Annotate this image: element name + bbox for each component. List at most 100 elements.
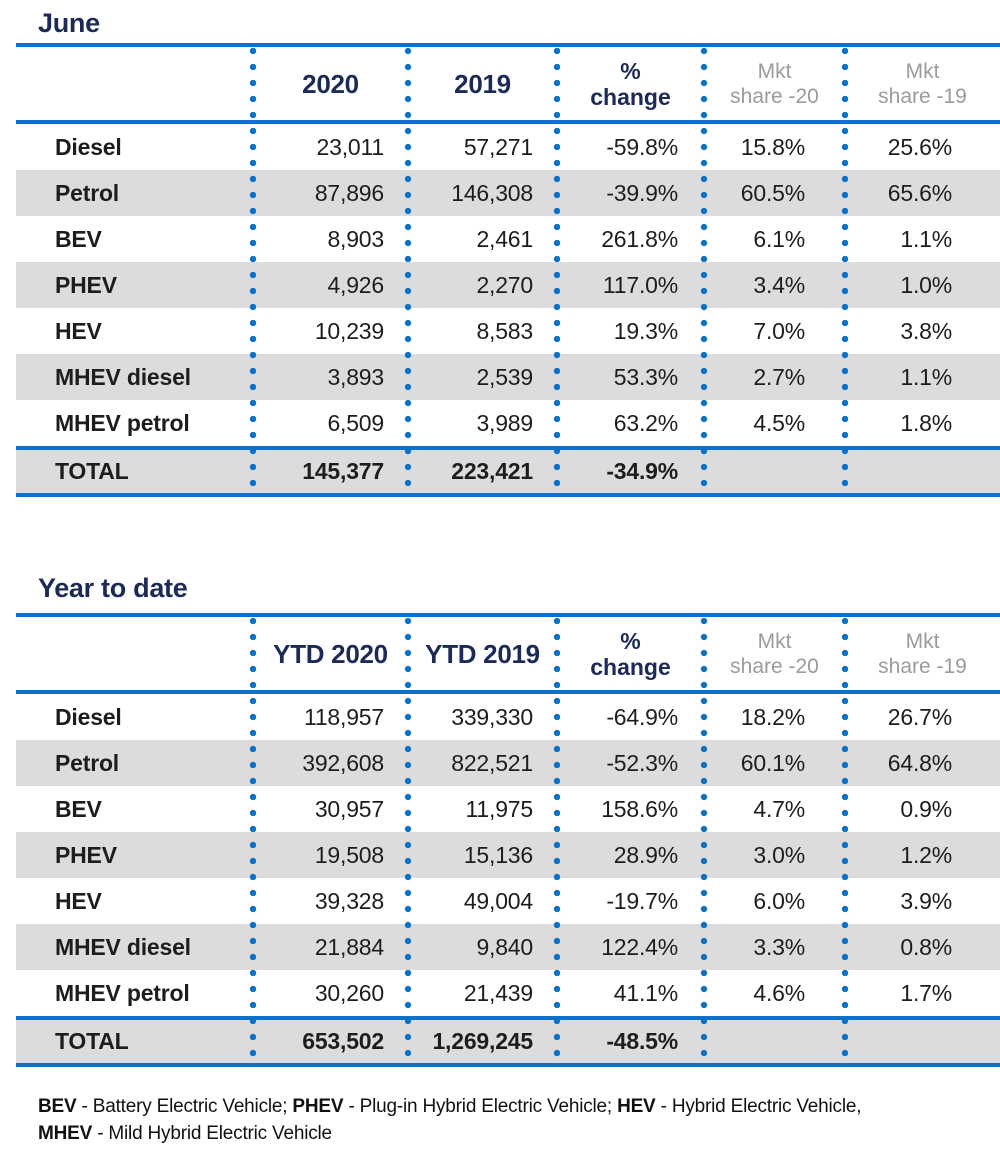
cell-pct-change: 41.1% (613, 979, 678, 1006)
cell-2019: 2,270 (476, 271, 533, 298)
row-bev: BEV 8,903 2,461 261.8% 6.1% 1.1% (16, 216, 1000, 262)
cell-ytd-2019: 21,439 (463, 979, 533, 1006)
row-petrol: Petrol 87,896 146,308 -39.9% 60.5% 65.6% (16, 170, 1000, 216)
cell-label: MHEV diesel (55, 933, 191, 960)
cell-label: MHEV petrol (55, 409, 190, 436)
row-hev: HEV 39,328 49,004 -19.7% 6.0% 3.9% (16, 878, 1000, 924)
cell-mkt-share-20: 7.0% (753, 317, 805, 344)
cell-label: Diesel (55, 703, 122, 730)
table-rule-top (16, 613, 1000, 617)
cell-mkt-share-20: 4.6% (753, 979, 805, 1006)
footnote-def-hev: - Hybrid Electric Vehicle, (655, 1096, 862, 1117)
cell-label: PHEV (55, 271, 117, 298)
col-header-mkt-share-20: Mkt share -20 (730, 629, 819, 678)
cell-ytd-2019: 339,330 (451, 703, 533, 730)
cell-mkt-share-19: 1.0% (900, 271, 952, 298)
cell-2019: 8,583 (476, 317, 533, 344)
footnote-term-hev: HEV (617, 1096, 656, 1117)
cell-mkt-share-19: 1.2% (900, 841, 952, 868)
cell-mkt-share-19: 1.1% (900, 225, 952, 252)
cell-pct-change: 158.6% (601, 795, 678, 822)
table-rule-top (16, 43, 1000, 47)
row-phev: PHEV 4,926 2,270 117.0% 3.4% 1.0% (16, 262, 1000, 308)
cell-mkt-share-20: 15.8% (740, 133, 805, 160)
cell-mkt-share-19: 0.8% (900, 933, 952, 960)
footnote-def-phev: - Plug-in Hybrid Electric Vehicle; (343, 1096, 618, 1117)
footnote-def-bev: - Battery Electric Vehicle; (76, 1096, 293, 1117)
june-title: June (38, 8, 100, 38)
cell-ytd-2019: 15,136 (463, 841, 533, 868)
table-rule-bottom (16, 1063, 1000, 1067)
cell-pct-change: 53.3% (613, 363, 678, 390)
cell-mkt-share-20: 3.4% (753, 271, 805, 298)
footnote-term-phev: PHEV (292, 1096, 344, 1117)
june-section: June 2020 2019 % change Mkt share -20 Mk… (0, 8, 1000, 497)
cell-mkt-share-19: 65.6% (887, 179, 952, 206)
row-petrol: Petrol 392,608 822,521 -52.3% 60.1% 64.8… (16, 740, 1000, 786)
cell-ytd-2019: 11,975 (465, 795, 534, 822)
cell-2019: 2,461 (476, 225, 533, 252)
cell-mkt-share-19: 26.7% (887, 703, 952, 730)
cell-label: Petrol (55, 179, 119, 206)
cell-label: Diesel (55, 133, 122, 160)
header-row: 2020 2019 % change Mkt share -20 Mkt sha… (16, 47, 1000, 120)
cell-2020: 6,509 (327, 409, 384, 436)
footnote-term-bev: BEV (38, 1096, 77, 1117)
table-rule-total (16, 446, 1000, 450)
cell-mkt-share-19: 3.8% (900, 317, 952, 344)
abbreviation-footnote: BEV - Battery Electric Vehicle; PHEV - P… (38, 1093, 962, 1147)
col-header-pct-change: % change (590, 627, 671, 680)
cell-label: TOTAL (55, 1028, 129, 1054)
cell-label: MHEV petrol (55, 979, 190, 1006)
cell-ytd-2019: 1,269,245 (432, 1028, 533, 1054)
cell-pct-change: 19.3% (613, 317, 678, 344)
ytd-table: YTD 2020 YTD 2019 % change Mkt share -20… (16, 613, 1000, 1067)
cell-ytd-2020: 19,508 (314, 841, 384, 868)
cell-pct-change: 261.8% (601, 225, 678, 252)
cell-2020: 3,893 (327, 363, 384, 390)
cell-mkt-share-19: 3.9% (900, 887, 952, 914)
cell-mkt-share-19: 1.7% (900, 979, 952, 1006)
cell-pct-change: -48.5% (606, 1028, 678, 1054)
cell-pct-change: -59.8% (606, 133, 678, 160)
row-total: TOTAL 145,377 223,421 -34.9% (16, 450, 1000, 493)
header-row: YTD 2020 YTD 2019 % change Mkt share -20… (16, 617, 1000, 690)
col-header-pct-change: % change (590, 57, 671, 110)
cell-2019: 146,308 (451, 179, 533, 206)
row-phev: PHEV 19,508 15,136 28.9% 3.0% 1.2% (16, 832, 1000, 878)
cell-2019: 223,421 (451, 458, 533, 484)
cell-ytd-2020: 30,957 (314, 795, 384, 822)
col-header-mkt-share-19: Mkt share -19 (878, 59, 967, 108)
table-rule-total (16, 1016, 1000, 1020)
row-bev: BEV 30,957 11,975 158.6% 4.7% 0.9% (16, 786, 1000, 832)
cell-label: TOTAL (55, 458, 129, 484)
cell-label: MHEV diesel (55, 363, 191, 390)
cell-mkt-share-20: 4.5% (753, 409, 805, 436)
col-header-2020: 2020 (302, 68, 359, 99)
cell-2019: 3,989 (476, 409, 533, 436)
cell-pct-change: -19.7% (606, 887, 678, 914)
cell-2019: 2,539 (476, 363, 533, 390)
cell-mkt-share-20: 3.0% (753, 841, 805, 868)
cell-ytd-2020: 30,260 (314, 979, 384, 1006)
cell-ytd-2019: 49,004 (463, 887, 533, 914)
cell-mkt-share-19: 25.6% (887, 133, 952, 160)
cell-label: HEV (55, 317, 102, 344)
cell-pct-change: -52.3% (606, 749, 678, 776)
row-mhev-petrol: MHEV petrol 6,509 3,989 63.2% 4.5% 1.8% (16, 400, 1000, 446)
row-hev: HEV 10,239 8,583 19.3% 7.0% 3.8% (16, 308, 1000, 354)
cell-pct-change: 122.4% (601, 933, 678, 960)
cell-2020: 10,239 (314, 317, 384, 344)
cell-label: Petrol (55, 749, 119, 776)
cell-mkt-share-20: 6.1% (753, 225, 805, 252)
footnote-def-mhev: - Mild Hybrid Electric Vehicle (92, 1123, 332, 1144)
cell-mkt-share-19: 1.8% (900, 409, 952, 436)
cell-pct-change: -34.9% (606, 458, 678, 484)
cell-mkt-share-20: 6.0% (753, 887, 805, 914)
row-diesel: Diesel 23,011 57,271 -59.8% 15.8% 25.6% (16, 124, 1000, 170)
cell-mkt-share-20: 3.3% (753, 933, 805, 960)
cell-mkt-share-20: 2.7% (753, 363, 805, 390)
row-total: TOTAL 653,502 1,269,245 -48.5% (16, 1020, 1000, 1063)
cell-ytd-2020: 653,502 (302, 1028, 384, 1054)
row-mhev-diesel: MHEV diesel 21,884 9,840 122.4% 3.3% 0.8… (16, 924, 1000, 970)
